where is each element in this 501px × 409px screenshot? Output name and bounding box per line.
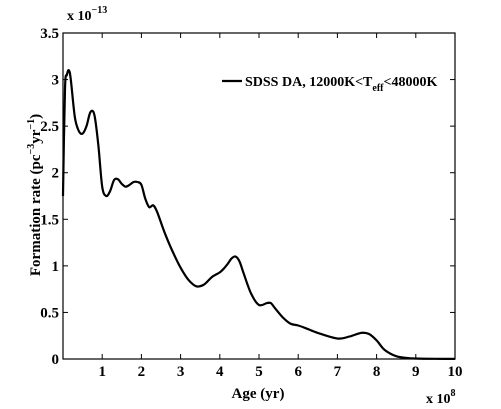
x-axis-ticks: 1 2 3 4 5 6 7 8 9 10 — [98, 33, 463, 380]
y-axis-ticks: 0 0.5 1 1.5 2 2.5 3 3.5 — [40, 26, 455, 368]
x-tick-label: 7 — [334, 364, 342, 380]
x-tick-label: 9 — [412, 364, 420, 380]
y-axis-label: Formation rate (pc−3yr−1) — [26, 114, 44, 276]
x-axis-label: Age (yr) — [232, 386, 285, 402]
y-axis-multiplier: x 10−13 — [67, 5, 107, 24]
series-line-sdss-da — [61, 69, 456, 360]
y-tick-label: 0 — [52, 352, 60, 368]
x-tick-label: 2 — [138, 364, 146, 380]
y-tick-label: 3 — [52, 73, 60, 89]
x-tick-label: 8 — [373, 364, 381, 380]
x-axis-multiplier: x 108 — [426, 388, 456, 407]
legend-entry-label: SDSS DA, 12000K<Teff<48000K — [245, 75, 437, 94]
y-tick-label: 3.5 — [40, 26, 59, 42]
y-tick-label: 1.5 — [40, 212, 59, 228]
x-tick-label: 4 — [216, 364, 224, 380]
x-tick-label: 6 — [294, 364, 302, 380]
y-tick-label: 1 — [52, 259, 60, 275]
y-tick-label: 2 — [52, 166, 60, 182]
x-tick-label: 10 — [448, 364, 463, 380]
y-tick-label: 2.5 — [40, 119, 59, 135]
x-tick-label: 5 — [255, 364, 263, 380]
y-tick-label: 0.5 — [40, 305, 59, 321]
x-tick-label: 1 — [98, 364, 106, 380]
legend: SDSS DA, 12000K<Teff<48000K — [222, 75, 437, 94]
x-tick-label: 3 — [177, 364, 185, 380]
